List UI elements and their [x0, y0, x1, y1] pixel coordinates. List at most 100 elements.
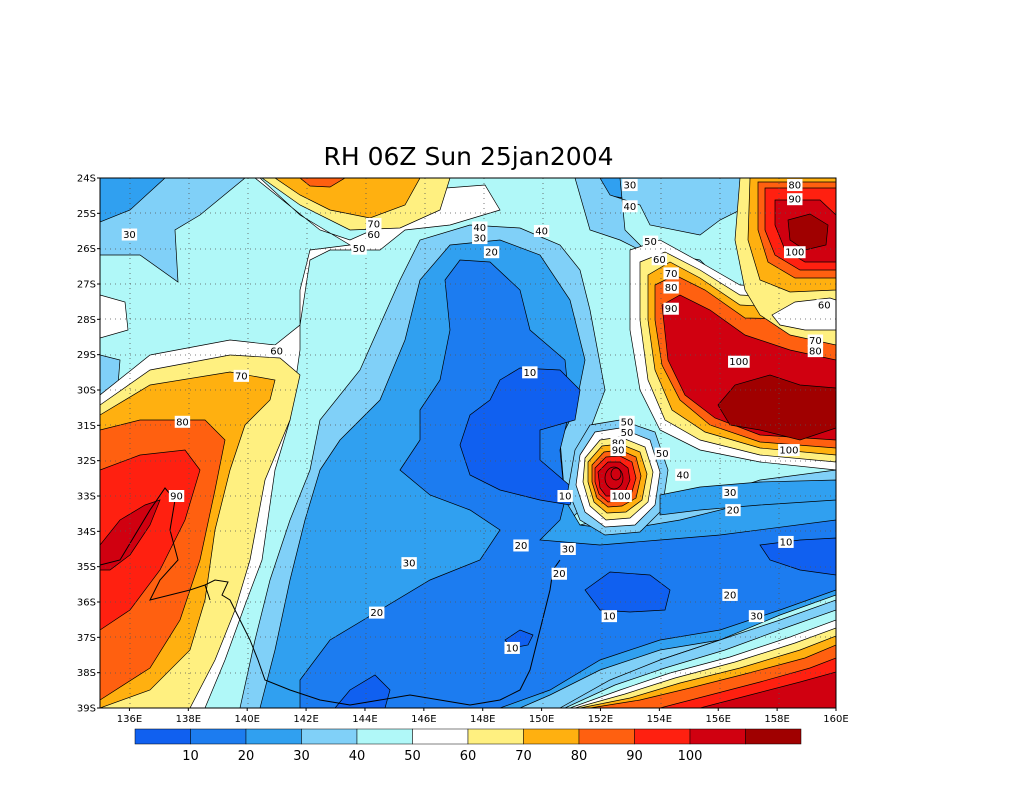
lat-tick-label: 27S: [77, 280, 96, 291]
contour-label-bg: [557, 490, 573, 502]
colorbar-swatch: [245, 728, 302, 745]
contour-label: 100: [612, 492, 631, 503]
lon-tick-label: 138E: [176, 714, 201, 725]
colorbar-label: 100: [678, 749, 703, 764]
contour-label-bg: [722, 588, 738, 601]
colorbar-label: 80: [571, 749, 588, 764]
latitude-axis: 24S 25S 26S 27S 28S 29S 30S 31S 32S 33S 34S 35S 36S 3…: [77, 174, 100, 715]
contour-label-bg: [483, 246, 500, 259]
lon-tick-label: 150E: [529, 714, 554, 725]
lat-tick-label: 33S: [77, 492, 96, 503]
contour-label-bg: [233, 369, 250, 382]
contour-label-bg: [663, 267, 679, 280]
contour-label: 20: [485, 248, 498, 259]
contour-label: 80: [788, 181, 801, 192]
contour-label: 40: [535, 227, 548, 238]
lon-tick-label: 140E: [234, 714, 259, 725]
contour-label-bg: [622, 200, 638, 213]
contour-label: 10: [559, 492, 572, 503]
contour-band-20-30-east: [659, 479, 836, 516]
contour-label-bg: [642, 235, 659, 248]
contour-band-100-cell: [597, 461, 631, 497]
lon-tick-label: 142E: [293, 714, 318, 725]
contour-label-bg: [787, 193, 803, 206]
contour-label: 30: [562, 545, 575, 556]
lat-tick-label: 39S: [77, 704, 96, 715]
contour-label-bg: [369, 606, 385, 619]
contour-label-bg: [551, 567, 567, 580]
contour-label: 90: [612, 446, 625, 457]
contour-label-bg: [504, 641, 520, 654]
lat-tick-label: 37S: [77, 633, 96, 644]
contour-label-bg: [472, 221, 488, 234]
lon-tick-label: 136E: [117, 714, 142, 725]
colorbar-swatch: [467, 728, 524, 745]
contour-label-bg: [816, 299, 832, 312]
contour-label: 60: [367, 230, 380, 241]
lat-tick-label: 35S: [77, 562, 96, 573]
contour-label: 90: [665, 304, 678, 315]
lon-tick-label: 158E: [764, 714, 789, 725]
contour-label-bg: [663, 281, 679, 294]
lon-tick-label: 160E: [823, 714, 848, 725]
contour-label-bg: [366, 228, 382, 241]
rh-contour-plot: 3070605040302040304050607080908090100607…: [100, 178, 836, 708]
contour-label: 90: [170, 492, 183, 503]
contour-label: 30: [473, 234, 486, 245]
contour-label-bg: [560, 543, 576, 555]
contour-label: 60: [270, 347, 283, 358]
contour-label: 70: [809, 336, 822, 347]
contour-label-bg: [622, 179, 638, 192]
lat-tick-label: 30S: [77, 386, 96, 397]
colorbar-swatch: [301, 728, 358, 745]
colorbar-swatch: [634, 728, 691, 745]
contour-label: 70: [665, 269, 678, 280]
contour-label: 30: [403, 559, 416, 570]
grid-lines: [100, 178, 836, 708]
contour-label-bg: [619, 415, 635, 428]
contour-label: 80: [665, 283, 678, 294]
contour-label: 30: [750, 612, 763, 623]
lon-tick-label: 154E: [647, 714, 672, 725]
contour-label: 80: [176, 417, 189, 428]
colorbar-swatch: [523, 728, 580, 745]
contour-label: 80: [809, 347, 822, 358]
contour-label-bg: [401, 557, 417, 570]
contour-label-bg: [807, 334, 824, 347]
colorbar-label: 40: [349, 749, 366, 764]
colorbar-label: 50: [404, 749, 421, 764]
contour-label: 30: [123, 230, 136, 241]
contour-label: 10: [780, 537, 793, 548]
contour-label: 60: [653, 255, 666, 266]
colorbar-label: 60: [460, 749, 477, 764]
contour-label-bg: [610, 490, 632, 502]
contour-label: 100: [729, 357, 748, 368]
plot-frame: [99, 177, 837, 709]
contour-label: 10: [523, 368, 536, 379]
contour-label-bg: [787, 179, 803, 192]
colorbar-swatch: [134, 728, 191, 745]
page-title: RH 06Z Sun 25jan2004: [323, 142, 614, 171]
lon-tick-label: 148E: [470, 714, 495, 725]
lat-tick-label: 38S: [77, 668, 96, 679]
colorbar-swatch: [689, 728, 746, 745]
contour-label-bg: [663, 302, 679, 315]
contour-label: 80: [612, 439, 625, 450]
contour-label: 40: [624, 202, 637, 213]
colorbar-label: 70: [515, 749, 532, 764]
colorbar-swatch: [745, 728, 802, 745]
contour-label: 100: [779, 446, 798, 457]
lat-tick-label: 29S: [77, 350, 96, 361]
contour-label: 20: [727, 506, 740, 517]
colorbar: 10 20 30 40 50 60 70 80 90 100: [134, 728, 802, 764]
lon-tick-label: 156E: [706, 714, 731, 725]
contour-label-bg: [610, 444, 626, 457]
contour-label: 50: [353, 244, 366, 255]
lon-tick-label: 146E: [411, 714, 436, 725]
lon-tick-label: 152E: [588, 714, 613, 725]
contour-label-bg: [619, 426, 635, 439]
contour-label-bg: [651, 253, 668, 266]
lat-tick-label: 26S: [77, 244, 96, 255]
contour-label-bg: [748, 610, 765, 623]
